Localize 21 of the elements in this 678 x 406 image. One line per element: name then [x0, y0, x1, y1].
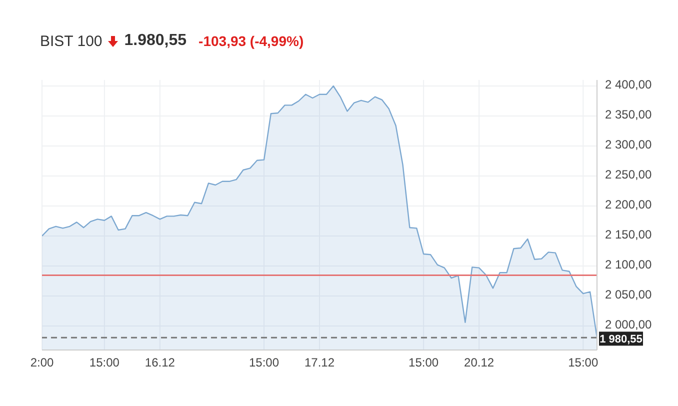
x-tick-label: 15:00: [568, 356, 598, 370]
x-tick-label: 2:00: [30, 356, 54, 370]
ref-line-label: 1 980,55: [600, 334, 642, 346]
x-tick-label: 15:00: [408, 356, 439, 370]
y-tick-label: 2 400,00: [605, 77, 652, 92]
y-tick-label: 2 250,00: [605, 167, 652, 182]
x-tick-label: 15:00: [248, 356, 280, 370]
x-tick-label: 15:00: [89, 356, 120, 370]
y-tick-label: 2 300,00: [605, 137, 652, 152]
text: -103,93 (-4,99%): [198, 33, 304, 49]
chart-subtitle: 1.980,55: [124, 32, 187, 50]
y-tick-label: 2 200,00: [605, 197, 652, 212]
x-tick-label: 17.12: [304, 356, 335, 370]
y-tick-label: 2 050,00: [605, 287, 652, 302]
x-tick-label: 20.12: [464, 356, 494, 370]
y-tick-label: 2 100,00: [605, 257, 652, 272]
chart-title: BIST 100: [40, 32, 102, 50]
y-tick-label: 2 350,00: [605, 107, 652, 122]
y-tick-label: 2 000,00: [605, 317, 652, 332]
x-tick-label: 16.12: [144, 356, 176, 370]
y-tick-label: 2 150,00: [605, 227, 652, 242]
